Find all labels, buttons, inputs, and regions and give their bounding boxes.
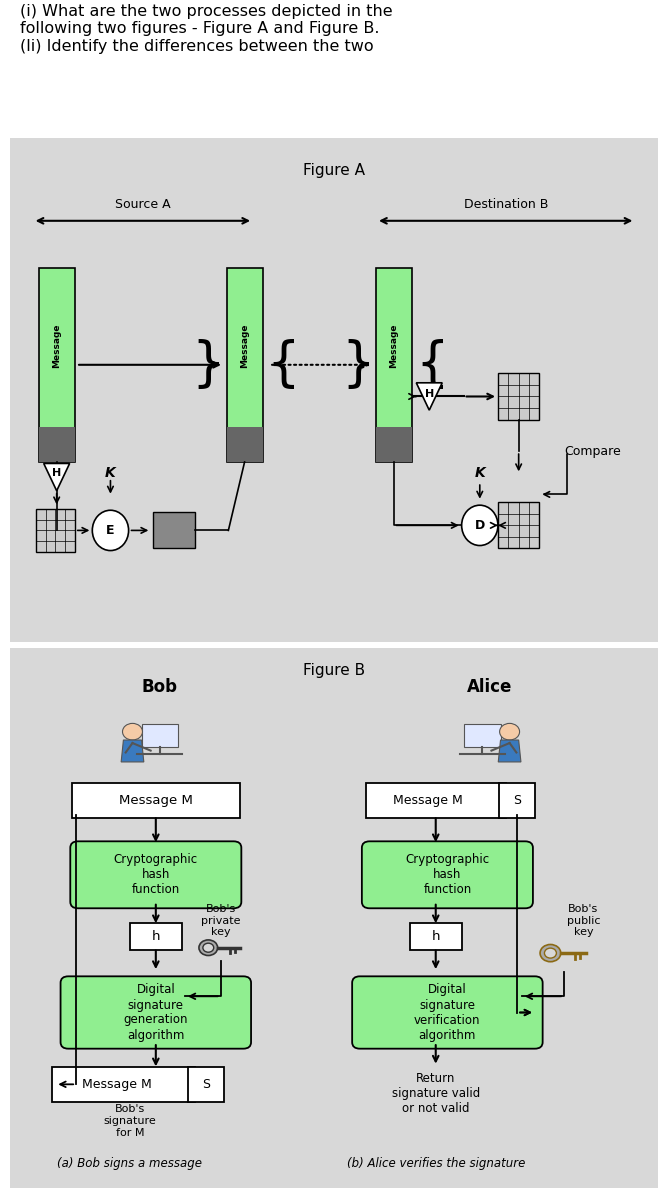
Text: Cryptographic
hash
function: Cryptographic hash function bbox=[405, 853, 490, 896]
Text: H: H bbox=[52, 468, 61, 478]
Text: D: D bbox=[475, 518, 485, 532]
Polygon shape bbox=[43, 463, 69, 491]
Text: }: } bbox=[341, 338, 375, 391]
Circle shape bbox=[199, 940, 218, 955]
FancyBboxPatch shape bbox=[227, 427, 263, 462]
Text: S: S bbox=[202, 1078, 210, 1091]
Text: Message M: Message M bbox=[82, 1078, 152, 1091]
Polygon shape bbox=[121, 740, 144, 762]
Text: K: K bbox=[105, 466, 116, 480]
Text: h: h bbox=[432, 930, 440, 943]
Text: Bob: Bob bbox=[141, 678, 177, 696]
Text: S: S bbox=[513, 794, 521, 808]
Text: Cryptographic
hash
function: Cryptographic hash function bbox=[114, 853, 198, 896]
Text: K: K bbox=[474, 466, 485, 480]
Text: Digital
signature
generation
algorithm: Digital signature generation algorithm bbox=[124, 984, 188, 1042]
FancyBboxPatch shape bbox=[376, 427, 411, 462]
FancyBboxPatch shape bbox=[367, 782, 506, 818]
Text: {: { bbox=[415, 338, 449, 391]
Polygon shape bbox=[416, 383, 442, 410]
FancyBboxPatch shape bbox=[61, 977, 251, 1049]
Polygon shape bbox=[142, 724, 178, 746]
Text: (i) What are the two processes depicted in the
following two figures - Figure A : (i) What are the two processes depicted … bbox=[20, 4, 393, 54]
Text: Return
signature valid
or not valid: Return signature valid or not valid bbox=[391, 1072, 480, 1115]
FancyBboxPatch shape bbox=[352, 977, 542, 1049]
Text: E: E bbox=[106, 524, 115, 536]
Circle shape bbox=[122, 724, 142, 740]
FancyBboxPatch shape bbox=[39, 268, 75, 462]
Text: Message M: Message M bbox=[393, 794, 463, 808]
FancyBboxPatch shape bbox=[39, 427, 75, 462]
Text: H: H bbox=[425, 389, 434, 398]
Text: Compare: Compare bbox=[564, 445, 621, 457]
Text: Source A: Source A bbox=[115, 198, 170, 211]
FancyBboxPatch shape bbox=[52, 1067, 194, 1102]
FancyBboxPatch shape bbox=[409, 924, 462, 950]
Polygon shape bbox=[498, 740, 521, 762]
Text: h: h bbox=[152, 930, 160, 943]
FancyBboxPatch shape bbox=[130, 924, 182, 950]
Text: Bob's
private
key: Bob's private key bbox=[201, 904, 240, 937]
Text: }: } bbox=[192, 338, 225, 391]
Text: Digital
signature
verification
algorithm: Digital signature verification algorithm bbox=[414, 984, 481, 1042]
FancyBboxPatch shape bbox=[376, 268, 411, 462]
Text: Figure A: Figure A bbox=[303, 163, 365, 178]
Polygon shape bbox=[464, 724, 500, 746]
Circle shape bbox=[203, 943, 214, 953]
FancyBboxPatch shape bbox=[71, 782, 240, 818]
Text: Message M: Message M bbox=[119, 794, 193, 808]
Text: {: { bbox=[266, 338, 299, 391]
Text: Bob's
signature
for M: Bob's signature for M bbox=[104, 1104, 156, 1138]
Text: Message: Message bbox=[240, 323, 249, 367]
Text: Message: Message bbox=[389, 323, 398, 367]
FancyBboxPatch shape bbox=[3, 131, 665, 649]
FancyBboxPatch shape bbox=[362, 841, 533, 908]
FancyBboxPatch shape bbox=[498, 373, 539, 420]
Text: Bob's
public
key: Bob's public key bbox=[566, 904, 601, 937]
Text: Figure B: Figure B bbox=[303, 664, 365, 678]
Text: (a) Bob signs a message: (a) Bob signs a message bbox=[57, 1157, 202, 1170]
Text: Alice: Alice bbox=[467, 678, 512, 696]
Text: Destination B: Destination B bbox=[464, 198, 548, 211]
Circle shape bbox=[544, 948, 556, 958]
FancyBboxPatch shape bbox=[70, 841, 241, 908]
FancyBboxPatch shape bbox=[227, 268, 263, 462]
FancyBboxPatch shape bbox=[36, 509, 75, 552]
FancyBboxPatch shape bbox=[499, 782, 535, 818]
Circle shape bbox=[540, 944, 560, 961]
FancyBboxPatch shape bbox=[498, 503, 539, 548]
FancyBboxPatch shape bbox=[3, 643, 665, 1193]
Circle shape bbox=[500, 724, 520, 740]
Circle shape bbox=[92, 510, 129, 551]
Circle shape bbox=[462, 505, 498, 546]
FancyBboxPatch shape bbox=[188, 1067, 224, 1102]
FancyBboxPatch shape bbox=[152, 512, 194, 548]
Text: Message: Message bbox=[53, 323, 61, 367]
Text: (b) Alice verifies the signature: (b) Alice verifies the signature bbox=[347, 1157, 525, 1170]
